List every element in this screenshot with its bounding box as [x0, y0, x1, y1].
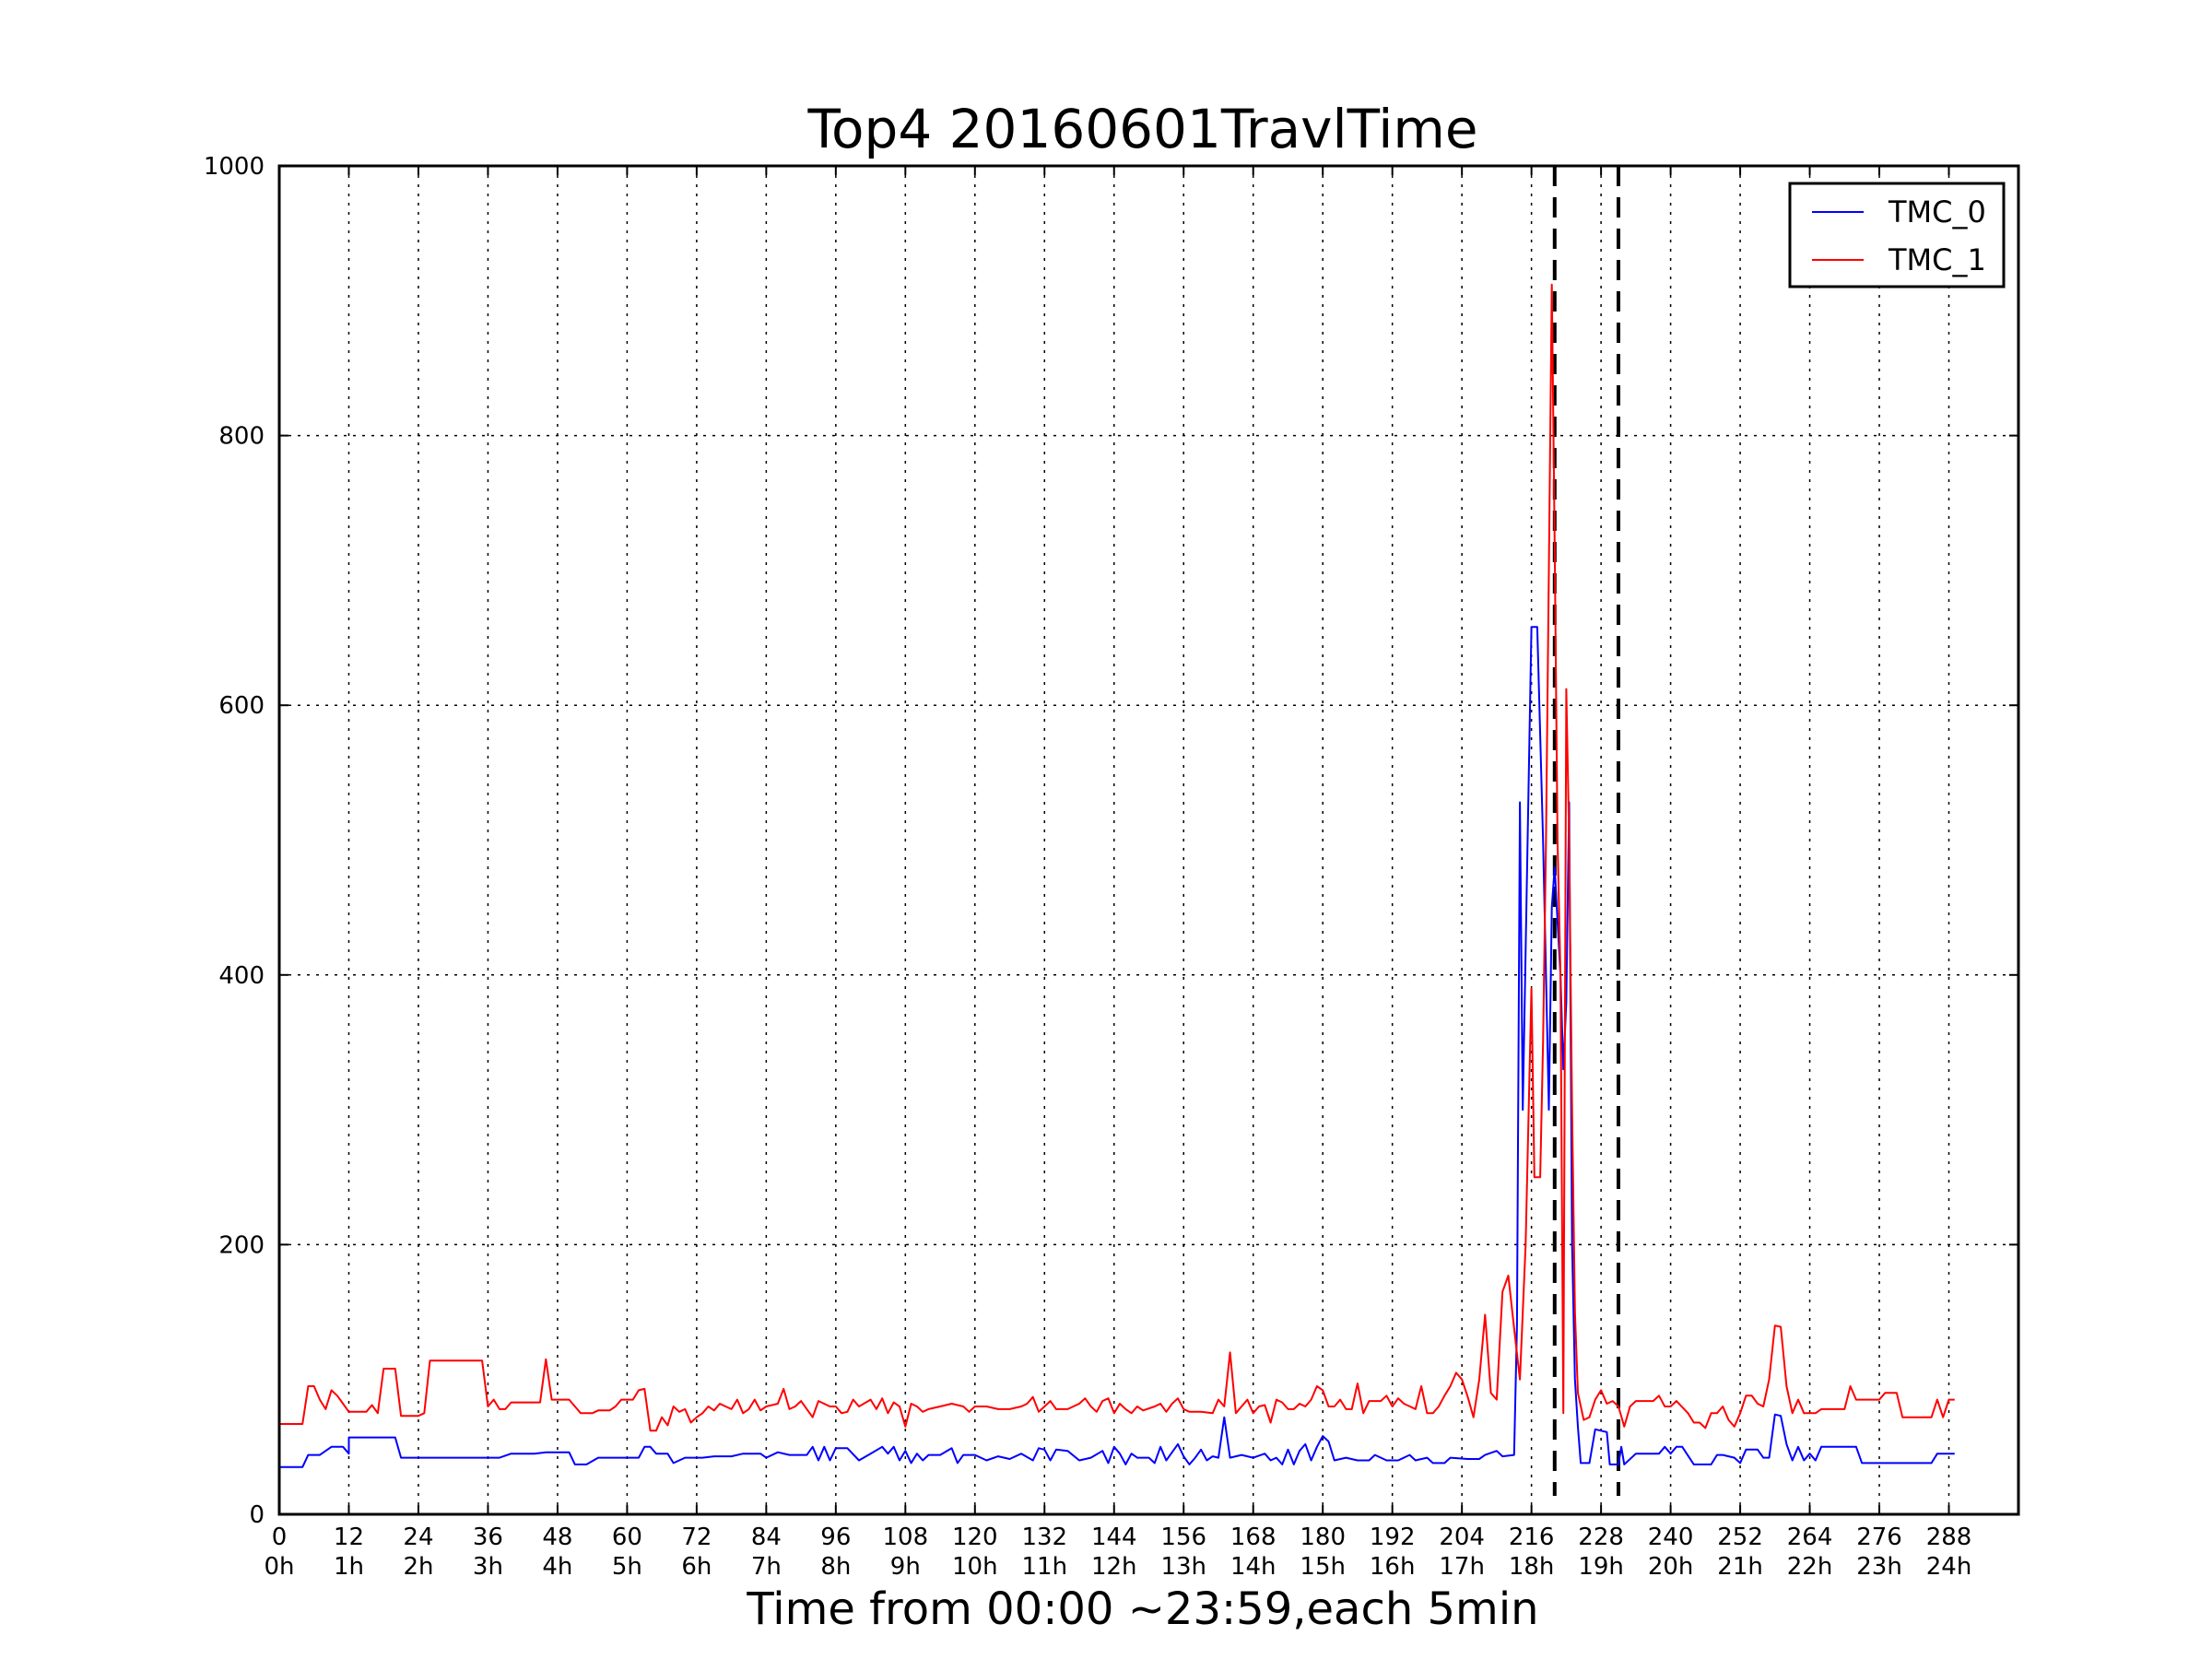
x-tick-label: 192 16h — [1370, 1524, 1416, 1581]
x-tick-label: 84 7h — [751, 1524, 782, 1581]
x-tick-label: 24 2h — [403, 1524, 433, 1581]
x-tick-label: 12 1h — [334, 1524, 364, 1581]
x-tick-label: 276 23h — [1856, 1524, 1902, 1581]
x-tick-label: 168 14h — [1230, 1524, 1277, 1581]
x-tick-label: 264 22h — [1787, 1524, 1833, 1581]
series-lines — [279, 283, 1955, 1468]
reference-lines — [1552, 166, 1620, 1496]
x-tick-label: 72 6h — [681, 1524, 712, 1581]
y-tick-label: 800 — [218, 423, 265, 451]
x-tick-labels: 0 0h 12 1h 24 2h 36 3h 48 4h 60 5h 72 6h 84 7h 96 8h 108 9h… — [264, 1524, 1971, 1581]
y-tick-label: 0 — [249, 1501, 265, 1529]
x-tick-label: 228 19h — [1578, 1524, 1624, 1581]
x-tick-label: 120 10h — [952, 1524, 998, 1581]
x-tick-label: 156 13h — [1160, 1524, 1206, 1581]
x-tick-label: 204 17h — [1439, 1524, 1485, 1581]
series-line-tmc-0 — [279, 626, 1955, 1468]
legend-box — [1788, 182, 2006, 288]
x-tick-label: 36 3h — [473, 1524, 503, 1581]
x-tick-label: 132 11h — [1021, 1524, 1067, 1581]
y-tick-label: 200 — [218, 1231, 265, 1259]
x-tick-label: 108 9h — [882, 1524, 928, 1581]
y-tick-label: 400 — [218, 962, 265, 990]
x-tick-label: 180 15h — [1300, 1524, 1346, 1581]
x-tick-label: 252 21h — [1717, 1524, 1763, 1581]
x-tick-label: 288 24h — [1926, 1524, 1972, 1581]
legend-label: TMC_1 — [1888, 242, 1986, 277]
x-tick-label: 216 18h — [1509, 1524, 1555, 1581]
x-tick-label: 60 5h — [612, 1524, 642, 1581]
series-line-tmc-1 — [279, 283, 1955, 1432]
x-tick-label: 96 8h — [820, 1524, 851, 1581]
x-tick-label: 240 20h — [1648, 1524, 1694, 1581]
x-axis-label: Time from 00:00 ~23:59,each 5min — [746, 1583, 1538, 1635]
y-tick-labels: 0 200 400 600 800 1000 — [204, 153, 265, 1529]
y-tick-label: 600 — [218, 692, 265, 720]
grid — [279, 166, 2018, 1514]
chart-title: Top4 20160601TravlTime — [806, 98, 1477, 160]
ticks — [278, 165, 2018, 1515]
x-tick-label: 0 0h — [264, 1524, 294, 1581]
x-tick-label: 48 4h — [542, 1524, 572, 1581]
legend-label: TMC_0 — [1888, 194, 1986, 229]
plot-frame — [277, 164, 2020, 1516]
y-tick-label: 1000 — [204, 153, 265, 181]
x-tick-label: 144 12h — [1091, 1524, 1137, 1581]
legend: TMC_0 TMC_1 — [1788, 182, 2006, 288]
